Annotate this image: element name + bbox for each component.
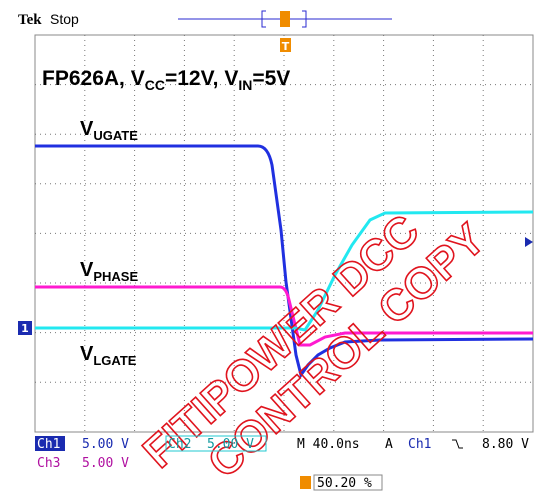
ch1-name: Ch1 [37,437,60,452]
channel-marker: 1 [21,322,29,335]
position: 50.20 % [317,476,372,491]
pos-icon [300,476,311,489]
lgate-trace [35,210,534,332]
pos-box [313,474,383,491]
ch3-name: Ch3 [37,456,60,471]
ch2-box [165,435,267,452]
ch2-name: Ch2 [168,437,191,452]
phase-label: VPHASE [80,259,138,284]
ch1-badge [35,436,65,451]
trigger-level [525,237,533,247]
state: Stop [50,11,79,27]
channel-marker-bg [18,321,32,335]
screen-title: FP626A, VCC=12V, VIN=5V [42,67,290,93]
ugate-label: VUGATE [80,118,138,143]
ch1-scale: 5.00 V [82,437,129,452]
trigger-source: Ch1 [408,437,431,452]
trigger-marker: T [282,40,290,53]
phase-trace [35,285,533,347]
record-window [261,10,307,28]
ch2-scale: 5.00 V [207,437,254,452]
trigger-level: 8.80 V [482,437,529,452]
brand: Tek [18,12,42,28]
trigger-pos [280,11,290,27]
trigger-marker-bg [280,38,291,52]
trigger-mode: A [385,437,393,452]
timebase: M 40.0ns [297,437,360,452]
lgate-label: VLGATE [80,343,137,368]
ugate-trace [35,144,534,379]
slope-icon [452,439,463,449]
ch3-scale: 5.00 V [82,456,129,471]
